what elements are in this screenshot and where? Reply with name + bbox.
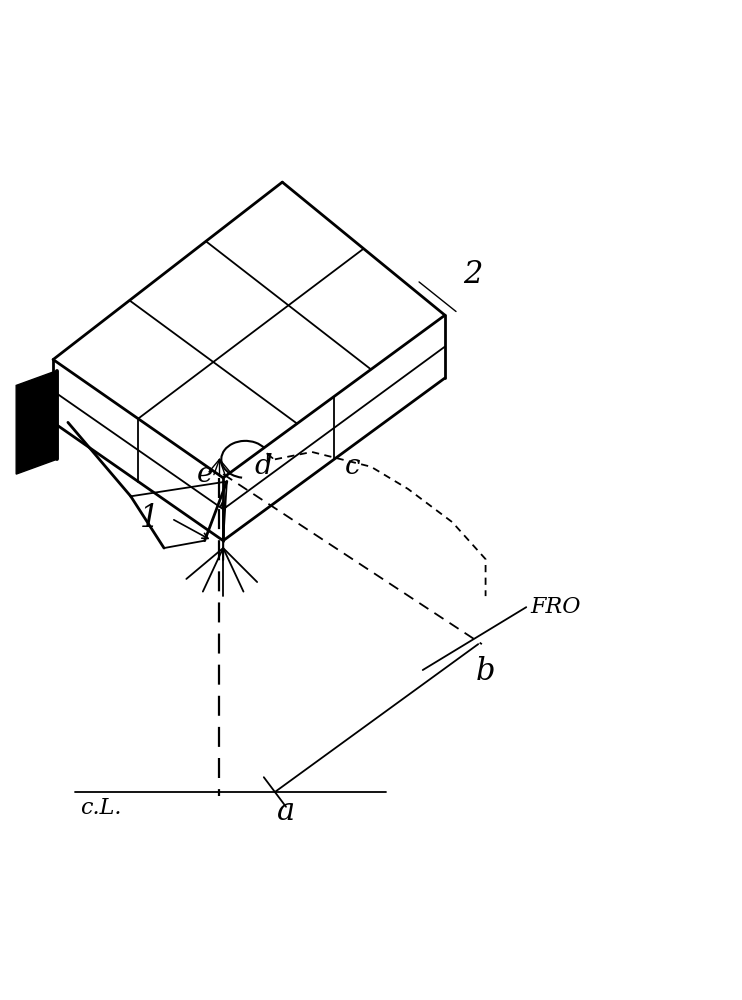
Text: FRO: FRO	[530, 596, 580, 618]
Text: e: e	[197, 461, 213, 488]
Text: 1: 1	[139, 503, 159, 534]
Text: 2: 2	[464, 259, 483, 290]
Text: c.L.: c.L.	[80, 797, 122, 819]
Text: c: c	[345, 453, 361, 480]
Text: a: a	[277, 796, 295, 827]
Text: b: b	[476, 656, 496, 687]
Polygon shape	[16, 371, 57, 474]
Text: d: d	[255, 453, 273, 480]
